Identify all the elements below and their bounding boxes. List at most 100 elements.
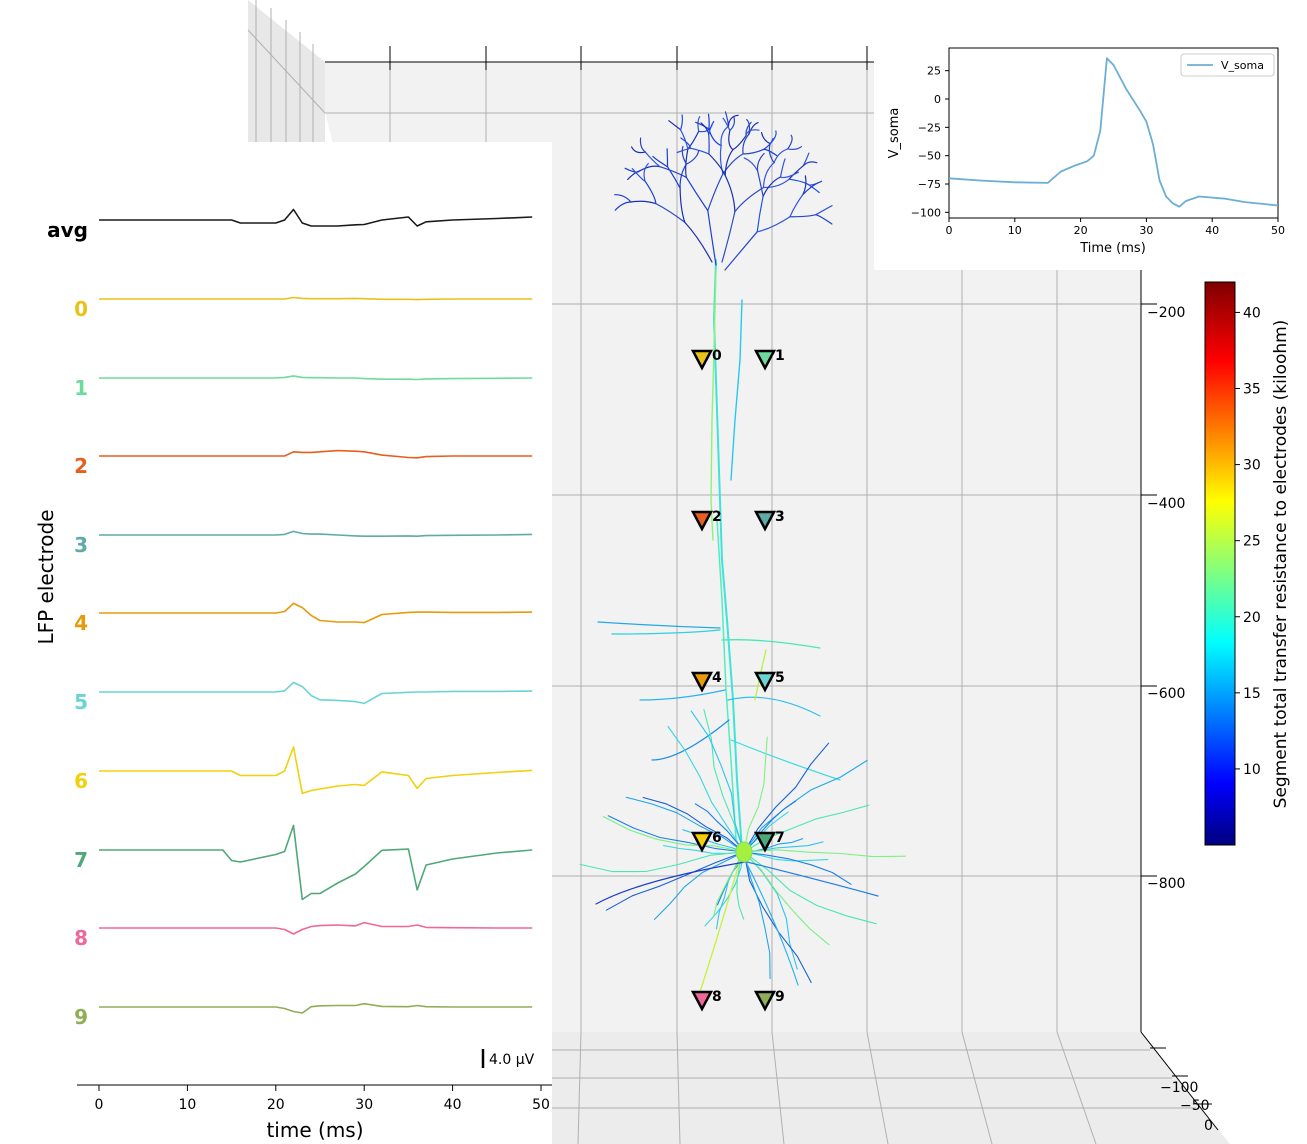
neurite-branch bbox=[694, 803, 745, 853]
electrode-marker bbox=[690, 671, 714, 693]
lfp-scale-bar: 4.0 μV bbox=[481, 1049, 535, 1068]
neurite-branch bbox=[659, 166, 687, 178]
electrode-label: 8 bbox=[712, 989, 722, 1005]
neurite-branch bbox=[605, 851, 745, 911]
lfp-trace-3 bbox=[99, 530, 533, 538]
lfp-trace-label: avg bbox=[47, 218, 88, 242]
neurite-branch bbox=[679, 114, 683, 131]
colorbar-tick-label: 35 bbox=[1243, 382, 1261, 398]
neurite-branch bbox=[773, 148, 789, 164]
electrode-marker bbox=[753, 349, 777, 371]
neurite-branch bbox=[762, 162, 775, 189]
neurite-branch bbox=[743, 736, 768, 853]
neurite-branch bbox=[639, 165, 661, 172]
neurite-branch bbox=[789, 214, 817, 218]
electrode-0: 0 bbox=[690, 348, 722, 371]
electrode-marker bbox=[753, 990, 777, 1012]
inset-x-tick-label: 20 bbox=[1074, 224, 1088, 237]
z-axis-3d bbox=[1140, 270, 1219, 1131]
neurite-branch bbox=[679, 129, 689, 150]
neurite-branch bbox=[690, 710, 745, 853]
neurite-branch bbox=[762, 176, 782, 197]
neurite-branch bbox=[779, 171, 800, 179]
lfp-trace-label: 5 bbox=[74, 690, 88, 714]
neurite-branch bbox=[762, 178, 790, 189]
neurite-branch bbox=[728, 129, 734, 151]
neurite-branch bbox=[639, 137, 646, 153]
electrode-marker bbox=[753, 671, 777, 693]
lfp-trace-label: 9 bbox=[74, 1005, 88, 1029]
lfp-trace-5 bbox=[99, 681, 533, 705]
lfp-y-axis-label: LFP electrode bbox=[34, 509, 58, 644]
neurite-branch bbox=[724, 174, 736, 213]
electrode-label: 0 bbox=[712, 348, 722, 364]
neurite-branch bbox=[652, 155, 669, 168]
neurite-branch bbox=[743, 849, 906, 858]
electrode-2: 2 bbox=[690, 509, 722, 532]
colorbar-tick-label: 15 bbox=[1243, 686, 1261, 702]
inset-x-tick-label: 50 bbox=[1271, 224, 1285, 237]
neurite-branch bbox=[732, 134, 747, 151]
inset-x-axis-label: Time (ms) bbox=[1079, 241, 1146, 256]
neurite-branch bbox=[802, 161, 818, 167]
lfp-trace-9 bbox=[99, 1002, 533, 1014]
electrode-marker bbox=[753, 831, 777, 853]
lfp-trace-label: 4 bbox=[74, 611, 88, 635]
electrode-3: 3 bbox=[753, 509, 785, 532]
neurite-branch bbox=[707, 210, 717, 266]
y-tick-label: −50 bbox=[1180, 1098, 1210, 1114]
inset-y-tick-label: 25 bbox=[927, 65, 941, 78]
electrode-marker bbox=[753, 510, 777, 532]
neurite-branch bbox=[748, 122, 759, 135]
inset-legend: V_soma bbox=[1180, 53, 1275, 77]
neurite-branch bbox=[602, 816, 745, 853]
soma bbox=[735, 841, 753, 863]
neurite-branch bbox=[743, 851, 829, 862]
neurite-branch bbox=[815, 205, 833, 216]
inset-y-tick-label: −25 bbox=[918, 121, 941, 134]
lfp-trace-label: 2 bbox=[74, 454, 88, 478]
lfp-traces bbox=[99, 208, 533, 1014]
electrode-8: 8 bbox=[690, 989, 722, 1012]
electrode-label: 3 bbox=[775, 509, 785, 525]
neurite-branch bbox=[747, 865, 799, 986]
electrode-5: 5 bbox=[753, 670, 785, 693]
y-tick-label: 0 bbox=[1204, 1118, 1213, 1134]
scale-bar-label: 4.0 μV bbox=[489, 1052, 535, 1068]
neurite-branch bbox=[769, 130, 777, 145]
neurite-branch bbox=[597, 621, 721, 629]
neurite-branch bbox=[679, 187, 686, 223]
inset-x-tick-label: 10 bbox=[1008, 224, 1022, 237]
lfp-electrode-labels: avg 0 1 2 3 4 5 6 7 8 9 bbox=[47, 218, 88, 1029]
lfp-trace-label: 8 bbox=[74, 926, 88, 950]
neurite-branch bbox=[787, 134, 793, 150]
neurite-branch bbox=[687, 130, 700, 150]
neurite-branch bbox=[595, 861, 746, 905]
neurite-branch bbox=[680, 137, 691, 149]
lfp-x-tick-label: 50 bbox=[532, 1097, 550, 1113]
neurite-branch bbox=[743, 157, 759, 172]
neurite-branch bbox=[807, 183, 820, 194]
neurite-branch bbox=[644, 180, 657, 205]
electrode-label: 9 bbox=[775, 989, 785, 1005]
neurite-branch bbox=[727, 114, 739, 127]
inset-ticks: 0 10 20 30 40 50 25 0 −25 −50 −75 −100 bbox=[911, 65, 1285, 237]
neurite-branch bbox=[768, 143, 775, 164]
lfp-trace-label: 1 bbox=[74, 376, 88, 400]
electrode-marker bbox=[690, 831, 714, 853]
lfp-trace-plot: avg 0 1 2 3 4 5 6 7 8 9 LFP electrode 4.0 μV 0 10 20… bbox=[0, 142, 552, 1144]
neurite-branch bbox=[689, 147, 710, 155]
neurite-branch bbox=[685, 176, 709, 212]
neurite-branch bbox=[699, 859, 741, 993]
neurite-branch bbox=[639, 689, 726, 701]
inset-x-tick-label: 40 bbox=[1205, 224, 1219, 237]
y-tick-labels: −100 −50 0 bbox=[1160, 1080, 1213, 1134]
v-soma-inset: 0 10 20 30 40 50 25 0 −25 −50 −75 −100 Time (ms) V_… bbox=[874, 0, 1307, 270]
neurite-branch bbox=[743, 800, 797, 853]
neurite-branch bbox=[707, 173, 724, 212]
electrode-label: 2 bbox=[712, 509, 722, 525]
neurite-branch bbox=[742, 149, 764, 155]
electrode-marker bbox=[690, 990, 714, 1012]
neurite-branch bbox=[761, 132, 771, 145]
